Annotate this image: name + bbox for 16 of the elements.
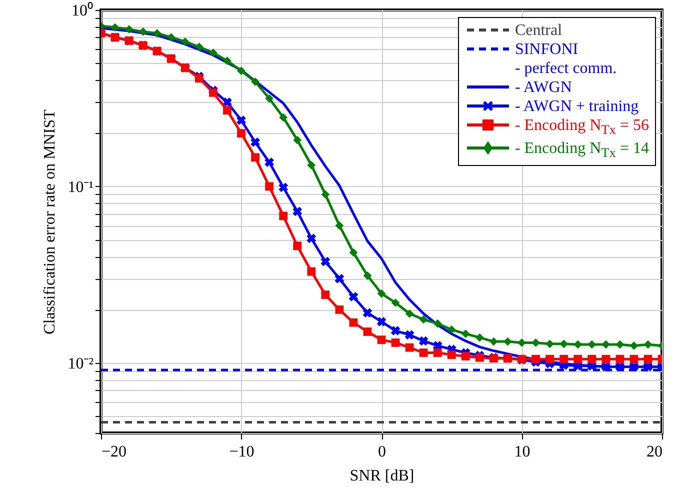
- x-tick-label: 0: [378, 444, 386, 460]
- legend-label: - Encoding N$_{Tx}$ = 14: [514, 139, 649, 162]
- legend-label: - AWGN + training: [514, 97, 639, 116]
- x-tick-label: −20: [102, 444, 127, 460]
- legend-label: SINFONI - perfect comm.: [514, 40, 617, 78]
- x-axis-title: SNR [dB]: [350, 468, 414, 484]
- legend-label: Central: [514, 21, 562, 40]
- legend-label: - AWGN: [514, 78, 572, 97]
- x-tick-label: 20: [646, 444, 662, 460]
- y-tick-label: 10⁻²: [68, 355, 94, 372]
- x-tick-label: −10: [229, 444, 254, 460]
- x-tick-label: 10: [514, 444, 530, 460]
- y-axis-title: Classification error rate on MNIST: [42, 109, 59, 334]
- y-tick-label: 10⁻¹: [68, 178, 94, 196]
- legend-label: - Encoding N$_{Tx}$ = 56: [514, 116, 649, 140]
- y-tick-label: 10⁰: [72, 2, 94, 20]
